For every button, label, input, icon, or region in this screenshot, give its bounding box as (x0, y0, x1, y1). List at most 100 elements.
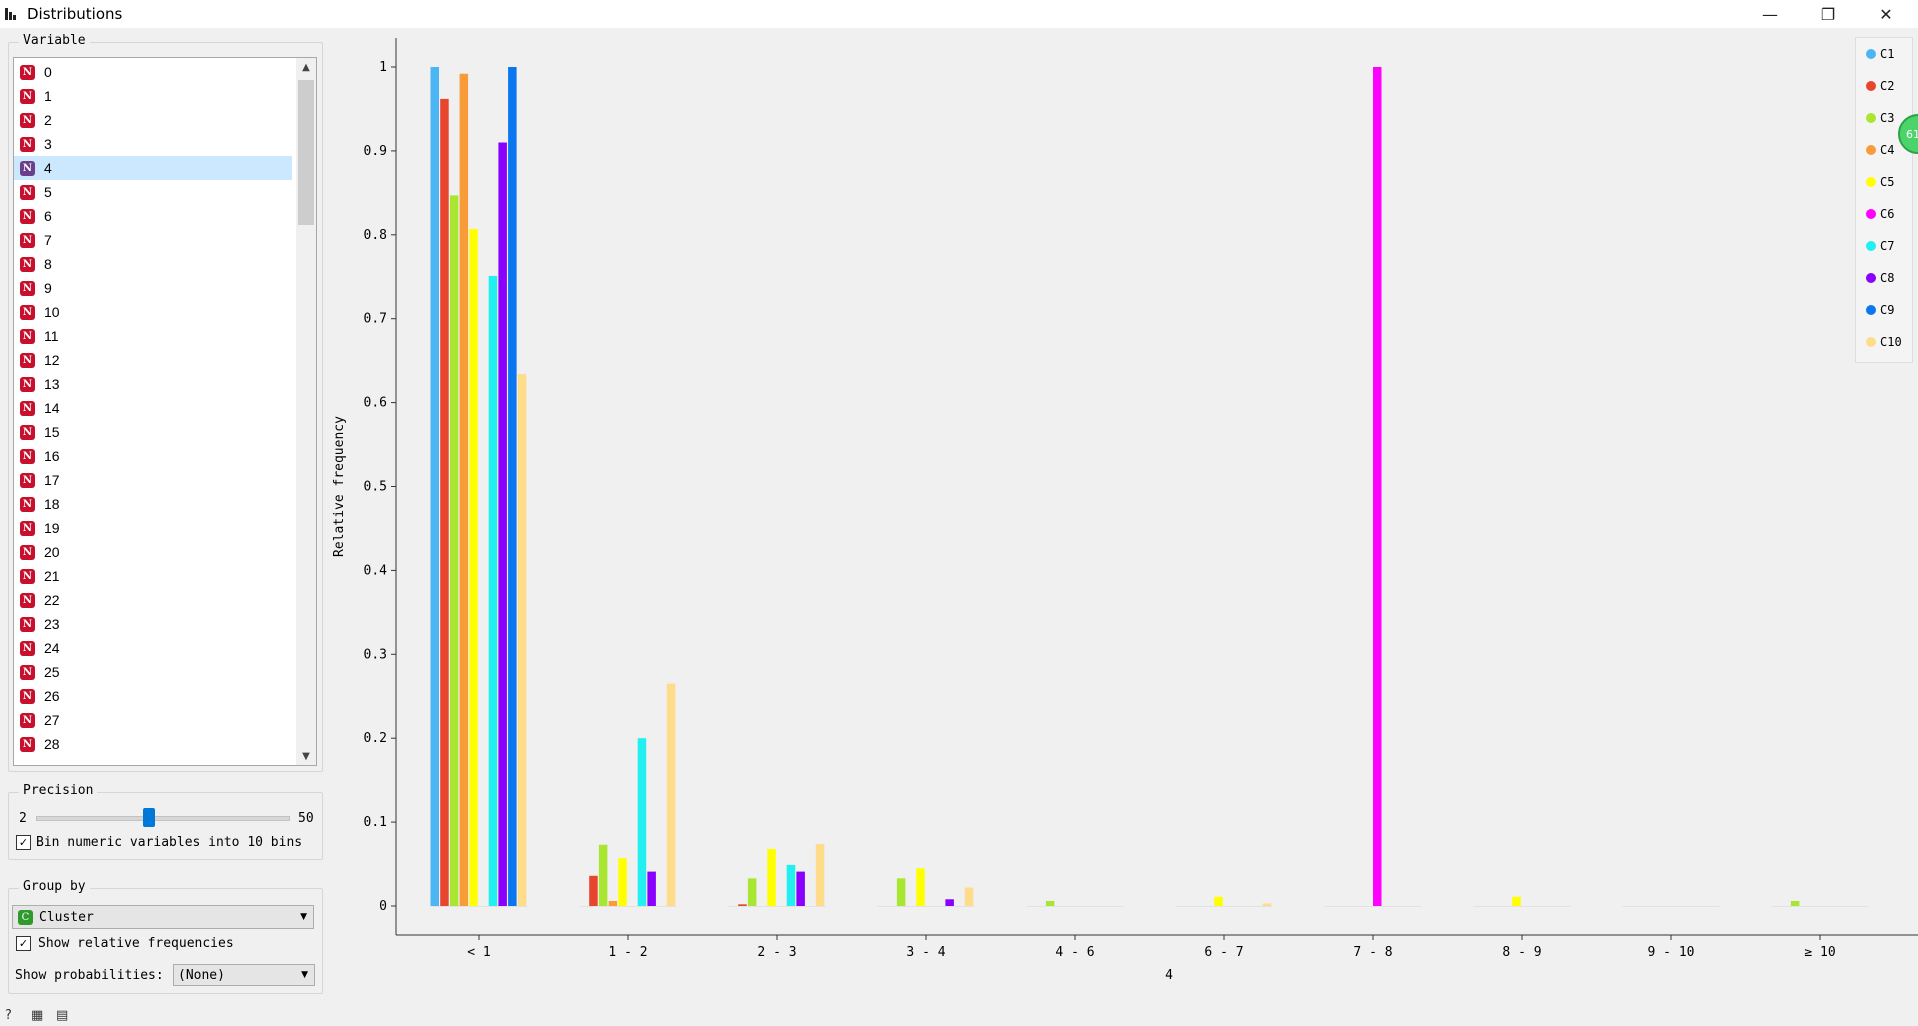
variable-item[interactable]: N 14 (14, 396, 292, 420)
show-relative-checkbox[interactable]: ✓ (16, 936, 31, 951)
numeric-badge-icon: N (20, 664, 35, 680)
numeric-badge-icon: N (20, 520, 35, 536)
bar-c3 (1045, 900, 1055, 906)
numeric-badge-icon: N (20, 304, 35, 320)
legend-item: C1 (1866, 44, 1894, 64)
variable-item-label: 12 (44, 352, 60, 368)
y-tick-label: 0.1 (364, 815, 387, 830)
minimize-icon[interactable]: — (1762, 4, 1778, 24)
variable-item-label: 13 (44, 376, 60, 392)
chevron-down-icon: ▼ (300, 912, 307, 922)
variable-item[interactable]: N 15 (14, 420, 292, 444)
variable-item-label: 7 (44, 232, 52, 248)
chart-svg: 0 0.1 0.2 0.3 0.4 0.5 0.6 0.7 0.8 0.9 1 Relative fr… (332, 38, 1918, 983)
numeric-badge-icon: N (20, 328, 35, 344)
show-probabilities-label: Show probabilities: (15, 968, 164, 983)
numeric-badge-icon: N (20, 160, 35, 176)
bar-c3 (598, 844, 608, 906)
variable-item[interactable]: N 25 (14, 660, 292, 684)
variable-item[interactable]: N 16 (14, 444, 292, 468)
variable-item[interactable]: N 11 (14, 324, 292, 348)
variable-item[interactable]: N 23 (14, 612, 292, 636)
window-title: Distributions (27, 5, 123, 23)
bar-c1 (430, 67, 439, 906)
legend-item: C6 (1866, 204, 1894, 224)
bin-checkbox-label: Bin numeric variables into 10 bins (36, 835, 303, 850)
variable-item[interactable]: N 24 (14, 636, 292, 660)
x-tick-label: ≥ 10 (1804, 945, 1835, 960)
save-icon[interactable]: ▦ (31, 1008, 44, 1023)
legend: C1 C2 C3 C4 C5 C6 C7 C8 C9 C10 (1855, 37, 1913, 363)
variable-item[interactable]: N 22 (14, 588, 292, 612)
close-icon[interactable]: ✕ (1879, 4, 1893, 24)
variable-item[interactable]: N 27 (14, 708, 292, 732)
bar-c8 (796, 871, 805, 906)
report-icon[interactable]: ▤ (56, 1008, 69, 1023)
numeric-badge-icon: N (20, 376, 35, 392)
numeric-badge-icon: N (20, 112, 35, 128)
variable-item[interactable]: N 20 (14, 540, 292, 564)
variable-item-label: 26 (44, 688, 60, 704)
variable-group-title: Variable (19, 33, 90, 48)
numeric-badge-icon: N (20, 208, 35, 224)
legend-dot-icon (1866, 81, 1876, 91)
scroll-thumb[interactable] (298, 80, 314, 225)
variable-item[interactable]: N 10 (14, 300, 292, 324)
bar-chart-icon (5, 8, 19, 20)
numeric-badge-icon: N (20, 616, 35, 632)
variable-item[interactable]: N 17 (14, 468, 292, 492)
legend-item: C7 (1866, 236, 1894, 256)
y-tick-label: 0.6 (364, 396, 387, 411)
variable-list-scrollbar[interactable]: ▲ ▼ (296, 58, 316, 765)
x-tick-label: 9 - 10 (1648, 945, 1695, 960)
group-by-select[interactable]: C Cluster ▼ (12, 905, 314, 929)
x-tick-label: 2 - 3 (757, 945, 796, 960)
precision-min-label: 2 (19, 811, 27, 826)
legend-dot-icon (1866, 337, 1876, 347)
variable-item[interactable]: N 21 (14, 564, 292, 588)
variable-item[interactable]: N 28 (14, 732, 292, 756)
variable-item[interactable]: N 12 (14, 348, 292, 372)
scroll-up-icon[interactable]: ▲ (302, 61, 310, 73)
legend-dot-icon (1866, 305, 1876, 315)
variable-item[interactable]: N 19 (14, 516, 292, 540)
bin-checkbox[interactable]: ✓ (16, 835, 31, 850)
show-relative-label: Show relative frequencies (38, 936, 234, 951)
precision-slider-handle[interactable] (143, 808, 156, 827)
help-icon[interactable]: ? (5, 1008, 12, 1023)
legend-dot-icon (1866, 113, 1876, 123)
x-tick-label: 1 - 2 (608, 945, 647, 960)
variable-item[interactable]: N 26 (14, 684, 292, 708)
precision-slider[interactable] (36, 816, 290, 821)
legend-dot-icon (1866, 177, 1876, 187)
variable-item-label: 17 (44, 472, 60, 488)
variable-item-label: 8 (44, 256, 52, 272)
variable-item-label: 15 (44, 424, 60, 440)
bar-c2 (738, 904, 747, 906)
variable-list[interactable]: ▲ ▼ N 0 N 1 N 2 N 3 N 4 N 5 N 6 N 7 N 8 N 9 N 10 N 11 N 12 N 13 N 14 N… (13, 57, 317, 766)
scroll-down-icon[interactable]: ▼ (302, 750, 310, 762)
categorical-badge-icon: C (18, 909, 33, 925)
variable-item-label: 20 (44, 544, 60, 560)
restore-icon[interactable]: ❐ (1820, 4, 1836, 24)
variable-item[interactable]: N 13 (14, 372, 292, 396)
numeric-badge-icon: N (20, 64, 35, 80)
bar-c5 (767, 848, 776, 906)
bar-c6 (1373, 67, 1382, 906)
show-probabilities-select[interactable]: (None) ▼ (173, 964, 315, 986)
variable-item-label: 25 (44, 664, 60, 680)
legend-label: C7 (1880, 239, 1895, 253)
x-tick-label: 3 - 4 (906, 945, 945, 960)
variable-item[interactable]: N 18 (14, 492, 292, 516)
numeric-badge-icon: N (20, 688, 35, 704)
